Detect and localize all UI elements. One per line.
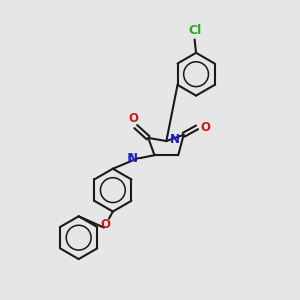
Text: Cl: Cl: [188, 24, 201, 38]
Text: N: N: [128, 152, 138, 165]
Text: O: O: [201, 121, 211, 134]
Text: O: O: [128, 112, 138, 125]
Text: O: O: [100, 218, 110, 230]
Text: N: N: [170, 133, 180, 146]
Text: H: H: [127, 153, 134, 163]
